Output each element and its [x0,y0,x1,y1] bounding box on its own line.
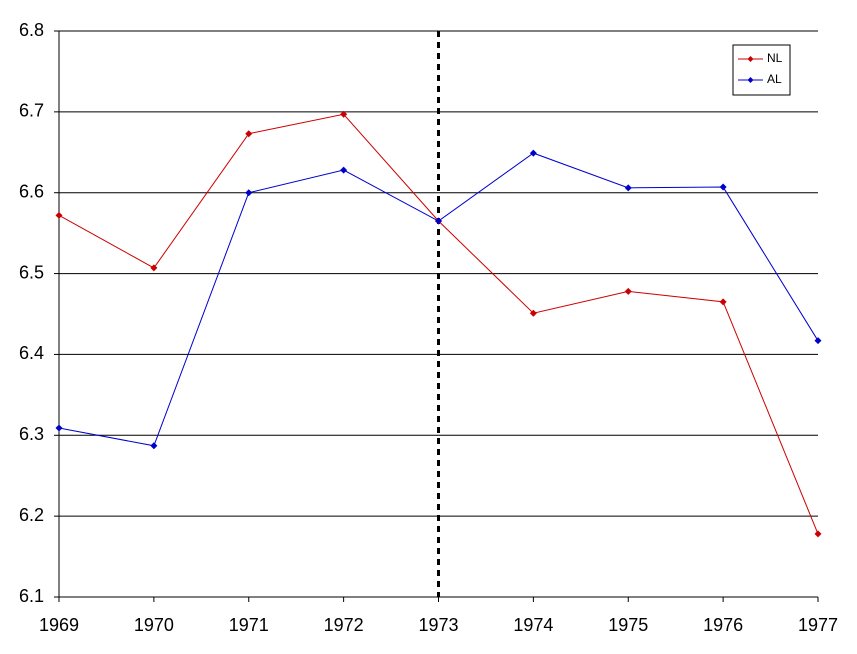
legend-marker [747,56,754,62]
x-tick-label: 1972 [324,615,364,635]
point [814,337,822,345]
point [340,166,348,174]
point [245,130,253,138]
y-tick-label: 6.2 [19,505,44,525]
x-tick-label: 1971 [229,615,269,635]
point [340,110,348,118]
point [719,183,727,191]
point [55,424,63,432]
x-tick-label: 1976 [703,615,743,635]
point [529,149,537,157]
legend-text: NL [767,51,783,65]
y-tick-label: 6.3 [19,424,44,444]
point [150,442,158,450]
point [245,189,253,197]
x-tick-label: 1977 [798,615,838,635]
x-tick-label: 1973 [418,615,458,635]
x-tick-label: 1975 [608,615,648,635]
point [55,211,63,219]
point [719,298,727,306]
y-tick-label: 6.5 [19,262,44,282]
y-tick-label: 6.4 [19,343,44,363]
legend-box [732,44,791,96]
y-tick-label: 6.1 [19,586,44,606]
point [529,309,537,317]
point [435,217,442,225]
x-tick-label: 1969 [39,615,79,635]
y-tick-label: 6.8 [19,20,44,40]
x-tick-label: 1974 [513,615,553,635]
point [624,184,632,192]
y-tick-label: 6.7 [19,101,44,121]
legend-marker [747,77,754,83]
legend-text: AL [767,72,782,86]
point [814,530,822,538]
y-tick-label: 6.6 [19,181,44,201]
point [150,264,158,272]
point [624,287,632,295]
x-tick-label: 1970 [134,615,174,635]
